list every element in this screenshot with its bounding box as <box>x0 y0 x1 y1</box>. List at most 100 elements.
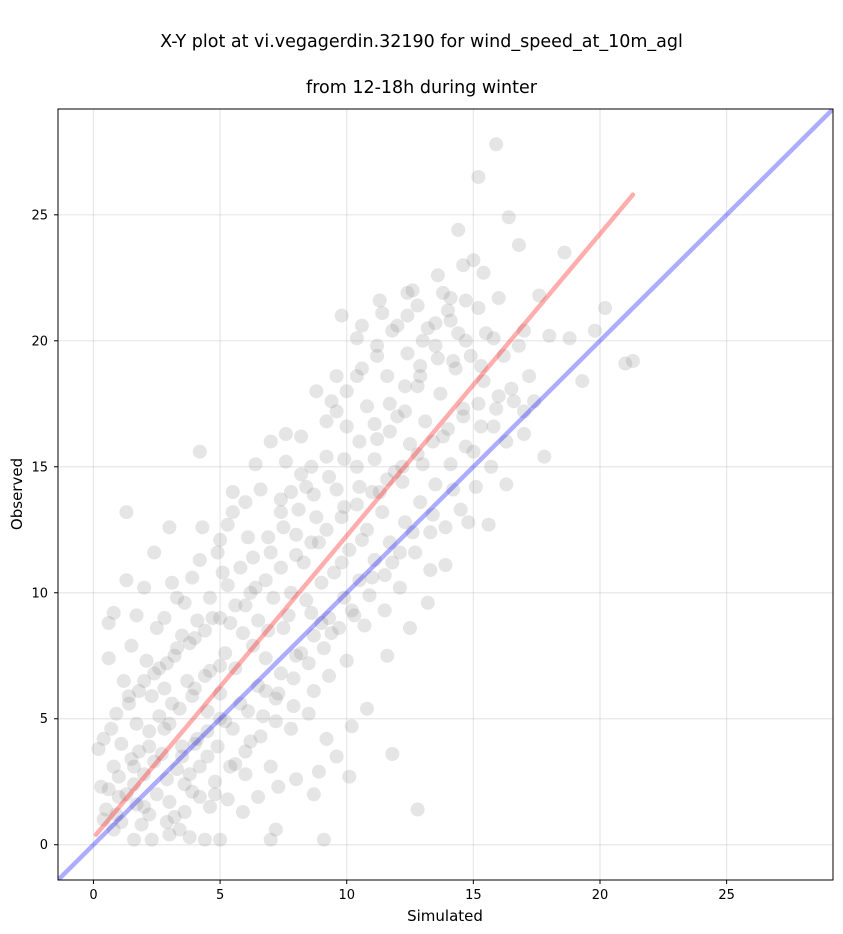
scatter-point <box>458 439 473 454</box>
scatter-point <box>243 734 258 749</box>
scatter-point <box>248 580 263 595</box>
scatter-point <box>180 674 195 688</box>
scatter-point <box>441 422 455 436</box>
scatter-point <box>208 774 222 789</box>
scatter-point <box>121 689 136 704</box>
scatter-point <box>311 764 326 779</box>
scatter-point <box>367 417 382 431</box>
scatter-point <box>486 419 501 434</box>
scatter-point <box>144 832 159 847</box>
scatter-point <box>119 787 134 802</box>
scatter-point <box>223 759 238 774</box>
scatter-point <box>213 711 228 726</box>
scatter-point <box>484 459 499 474</box>
scatter-point <box>375 505 390 520</box>
scatter-point <box>309 510 324 525</box>
scatter-point <box>139 653 154 668</box>
scatter-point <box>324 626 339 641</box>
x-tick-label: 15 <box>465 888 482 903</box>
scatter-point <box>127 832 141 847</box>
scatter-point <box>436 285 450 300</box>
scatter-point <box>278 454 293 469</box>
scatter-point <box>159 772 174 787</box>
scatter-point <box>241 704 255 719</box>
scatter-point <box>228 757 243 772</box>
scatter-point <box>456 401 471 416</box>
scatter-point <box>380 369 395 384</box>
scatter-point <box>319 522 334 537</box>
scatter-point <box>329 404 344 419</box>
scatter-point <box>367 553 382 567</box>
scatter-point <box>377 603 392 618</box>
scatter-point <box>159 656 174 671</box>
scatter-point <box>225 485 240 499</box>
scatter-point <box>109 807 124 822</box>
scatter-point <box>251 789 266 804</box>
scatter-point <box>511 338 526 353</box>
scatter-point <box>142 807 157 822</box>
scatter-point <box>334 510 349 525</box>
scatter-point <box>342 769 357 784</box>
scatter-point <box>233 560 248 575</box>
scatter-point <box>119 505 134 520</box>
scatter-point <box>357 618 372 633</box>
scatter-point <box>433 386 448 401</box>
scatter-point <box>213 686 228 701</box>
y-tick-label: 25 <box>31 208 48 223</box>
scatter-point <box>119 573 134 588</box>
scatter-point <box>253 482 268 497</box>
scatter-point <box>137 674 152 688</box>
scatter-point <box>251 613 266 628</box>
scatter-point <box>276 520 291 535</box>
scatter-point <box>124 638 139 653</box>
scatter-point <box>446 482 461 497</box>
x-tick-label: 5 <box>216 888 224 903</box>
scatter-point <box>385 747 400 761</box>
scatter-point <box>289 772 304 787</box>
scatter-point <box>339 653 354 668</box>
scatter-point <box>220 792 235 807</box>
scatter-point <box>390 409 405 424</box>
scatter-point <box>491 291 506 305</box>
scatter-point <box>430 351 445 366</box>
scatter-point <box>182 767 197 782</box>
scatter-point <box>190 731 205 746</box>
scatter-point <box>165 696 179 711</box>
scatter-point <box>114 815 129 829</box>
scatter-point <box>511 238 526 253</box>
scatter-point <box>162 794 177 809</box>
scatter-point <box>443 457 458 472</box>
scatter-point <box>286 671 301 686</box>
scatter-point <box>352 573 367 588</box>
scatter-point <box>410 379 425 394</box>
scatter-point <box>142 724 157 739</box>
scatter-point <box>228 598 243 613</box>
y-tick-label: 10 <box>31 586 48 601</box>
scatter-point <box>418 414 433 429</box>
scatter-point <box>392 545 407 560</box>
x-tick-label: 0 <box>89 888 97 903</box>
scatter-point <box>342 542 357 557</box>
scatter-point <box>185 570 200 585</box>
grid-lines <box>58 109 833 880</box>
scatter-point <box>527 394 542 409</box>
scatter-point <box>334 555 349 570</box>
scatter-point <box>147 666 162 681</box>
scatter-point <box>517 323 531 338</box>
scatter-point <box>170 590 184 605</box>
scatter-point <box>420 595 435 610</box>
scatter-point <box>187 631 202 646</box>
scatter-point <box>172 822 187 837</box>
scatter-point <box>441 303 455 318</box>
scatter-point <box>349 459 364 474</box>
scatter-point <box>517 427 531 441</box>
scatter-point <box>299 593 314 608</box>
scatter-point <box>294 429 309 444</box>
scatter-point <box>380 472 395 487</box>
scatter-point <box>377 568 392 583</box>
scatter-point <box>453 502 468 517</box>
scatter-point <box>157 681 172 696</box>
scatter-point <box>159 815 174 829</box>
scatter-point <box>197 668 212 683</box>
scatter-point <box>468 479 483 494</box>
